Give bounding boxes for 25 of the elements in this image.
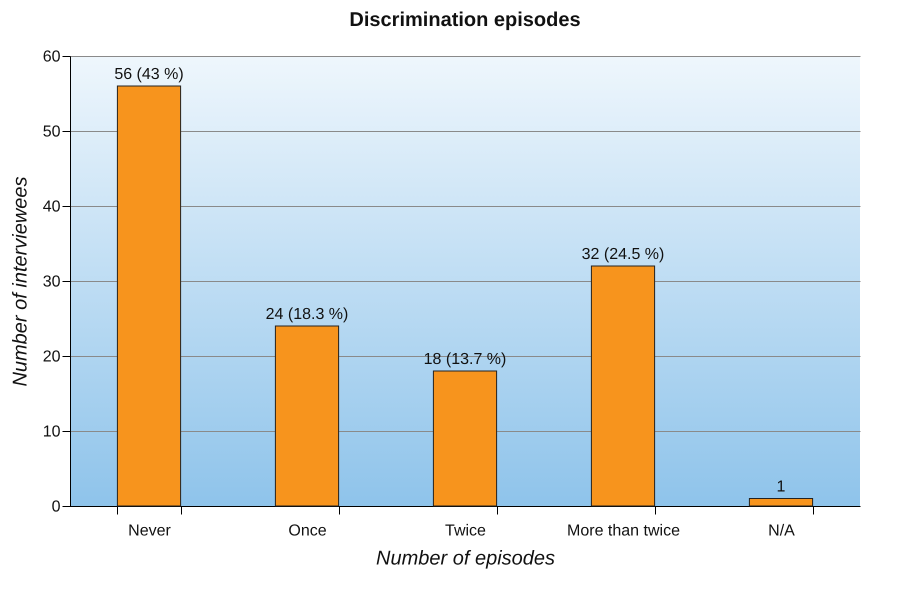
x-axis-title: Number of episodes <box>376 548 555 570</box>
chart-title: Discrimination episodes <box>349 9 581 31</box>
y-tick-label: 60 <box>42 48 61 66</box>
data-label: 56 (43 %) <box>114 66 184 83</box>
data-label: 1 <box>776 478 786 496</box>
data-label: 24 (18.3 %) <box>266 306 348 323</box>
y-tick-label: 50 <box>42 124 61 140</box>
data-label: 32 (24.5 %) <box>582 246 664 263</box>
bar <box>748 498 814 506</box>
x-tick-label: More than twice <box>567 522 680 540</box>
x-tick-label: Never <box>128 522 172 540</box>
y-tick-label: 0 <box>52 498 61 516</box>
y-tick-label: 10 <box>42 424 61 440</box>
x-tick-label: Twice <box>445 522 486 540</box>
data-label: 18 (13.7 %) <box>424 351 506 368</box>
bar <box>432 370 498 506</box>
y-tick-label: 20 <box>42 348 61 366</box>
bar <box>590 266 656 506</box>
x-tick-label: N/A <box>768 522 796 540</box>
bar <box>116 86 182 506</box>
y-tick-label: 40 <box>42 198 61 216</box>
bar <box>274 326 340 506</box>
x-tick-label: Once <box>288 522 327 540</box>
y-axis-title: Number of interviewees <box>10 176 32 387</box>
y-tick-label: 30 <box>42 274 61 290</box>
